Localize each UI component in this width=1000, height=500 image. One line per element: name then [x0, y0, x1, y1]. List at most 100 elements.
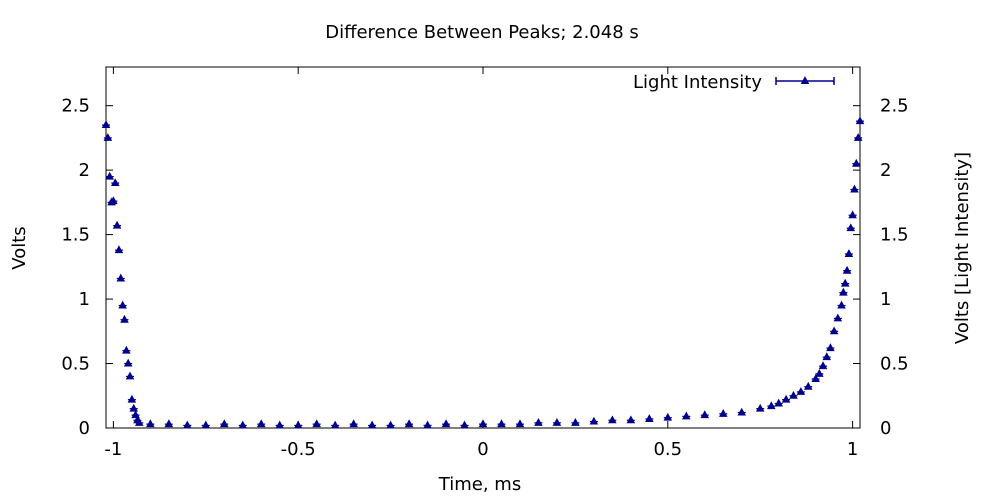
data-point — [767, 401, 776, 410]
chart-title: Difference Between Peaks; 2.048 s — [325, 22, 639, 43]
data-point — [101, 120, 111, 129]
y2-tick-label: 1 — [880, 289, 891, 310]
y-tick-label: 1 — [79, 289, 90, 310]
x-tick-label: 1 — [847, 439, 858, 460]
y2-tick-label: 2 — [880, 160, 891, 181]
data-marks — [101, 116, 865, 429]
data-point — [201, 420, 211, 429]
data-point — [837, 300, 846, 309]
data-point — [852, 158, 861, 167]
data-point — [478, 419, 488, 428]
data-point — [534, 418, 543, 426]
data-point — [146, 419, 155, 428]
data-point — [220, 419, 229, 428]
data-point — [803, 381, 813, 390]
data-point — [833, 313, 843, 322]
data-point — [853, 133, 863, 141]
axes: -1 -0.5 0 0.5 1 0 0.5 1 1.5 2 2.5 0 0.5 1 1.5 2 2.5 — [61, 67, 909, 460]
data-point — [441, 419, 451, 428]
y2-axis-label: Volts [Light Intensity] — [952, 152, 973, 344]
legend-symbol — [775, 76, 835, 85]
data-point — [571, 418, 580, 426]
data-point — [110, 178, 120, 187]
x-tick-label: -1 — [104, 439, 122, 460]
data-point — [112, 220, 122, 229]
data-point — [663, 412, 673, 421]
data-point — [608, 415, 617, 424]
y-tick-label: 2.5 — [61, 96, 90, 117]
data-point — [645, 414, 654, 422]
data-point — [118, 300, 127, 309]
data-point — [829, 326, 839, 335]
data-point — [164, 419, 174, 428]
data-point — [114, 245, 124, 254]
data-point — [312, 419, 321, 428]
y-tick-label: 1.5 — [61, 225, 90, 246]
data-point — [238, 420, 248, 429]
x-tick-label: 0.5 — [653, 439, 682, 460]
data-point — [811, 374, 820, 383]
data-point — [737, 407, 746, 416]
data-point — [183, 420, 192, 429]
y2-tick-label: 1.5 — [880, 225, 909, 246]
y-tick-label: 0.5 — [61, 354, 90, 375]
data-point — [774, 398, 783, 407]
data-point — [116, 273, 126, 282]
y2-tick-label: 0 — [880, 418, 891, 439]
data-point — [125, 371, 135, 380]
data-point — [589, 416, 599, 425]
y2-tick-label: 0.5 — [880, 354, 909, 375]
y-tick-label: 0 — [79, 418, 90, 439]
data-point — [700, 410, 710, 419]
y2-tick-label: 2.5 — [880, 96, 909, 117]
x-tick-label: 0 — [477, 439, 488, 460]
data-point — [626, 415, 636, 424]
data-point — [460, 420, 469, 429]
data-point — [123, 358, 133, 367]
data-point — [796, 387, 806, 395]
data-point — [423, 420, 432, 429]
x-axis-label: Time, ms — [438, 474, 521, 495]
data-point — [256, 419, 266, 428]
data-point — [552, 418, 562, 426]
data-point — [120, 314, 129, 323]
data-point — [822, 352, 832, 361]
data-point — [386, 420, 395, 429]
legend-marker — [800, 76, 810, 84]
x-tick-label: -0.5 — [281, 439, 316, 460]
data-point — [844, 249, 854, 257]
data-point — [718, 408, 728, 417]
plot-frame — [105, 66, 861, 429]
data-point — [275, 420, 284, 429]
data-point — [815, 369, 824, 377]
y-tick-label: 2 — [79, 160, 90, 181]
data-point — [842, 265, 852, 274]
data-point — [855, 116, 865, 125]
data-point — [682, 411, 691, 420]
data-point — [122, 345, 131, 354]
data-point — [293, 420, 303, 429]
data-point — [789, 390, 798, 399]
data-point — [349, 419, 358, 428]
data-point — [818, 361, 828, 370]
data-point — [103, 133, 113, 141]
data-point — [134, 418, 144, 426]
data-point — [850, 184, 859, 193]
data-point — [330, 420, 340, 429]
data-point — [839, 287, 848, 296]
y-axis-label: Volts — [9, 226, 30, 269]
data-point — [367, 420, 377, 429]
data-point — [109, 196, 118, 205]
data-point — [826, 343, 835, 352]
data-point — [404, 419, 414, 428]
data-point — [105, 171, 114, 180]
legend: Light Intensity — [633, 72, 835, 93]
legend-label: Light Intensity — [633, 72, 762, 93]
data-point — [515, 419, 525, 428]
data-point — [848, 210, 857, 219]
data-point — [755, 403, 765, 412]
data-point — [129, 403, 138, 412]
data-point — [497, 419, 506, 428]
data-point — [781, 394, 791, 403]
